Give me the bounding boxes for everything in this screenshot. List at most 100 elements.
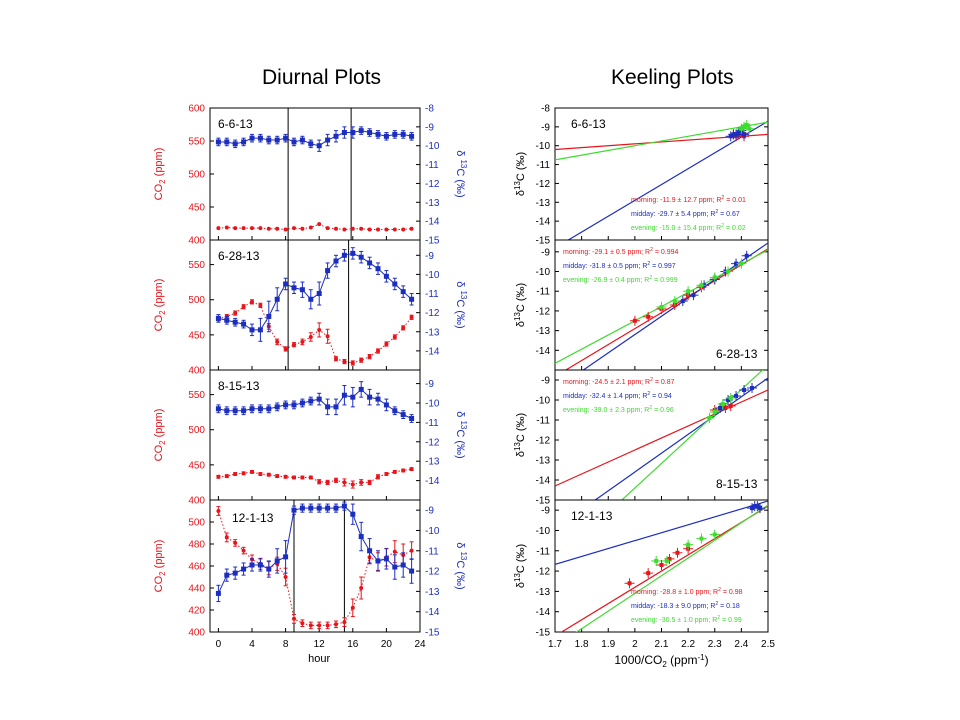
data-point-d13C (333, 258, 339, 264)
data-point-d13C (308, 141, 314, 147)
data-point-d13C (224, 408, 230, 414)
data-point-d13C (274, 404, 280, 410)
data-point-d13C (367, 130, 373, 136)
data-point-d13C (299, 400, 305, 406)
data-point (734, 132, 739, 137)
data-point (659, 304, 664, 309)
series-line-CO2 (218, 301, 412, 364)
r2-value: = 0.02 (724, 225, 746, 232)
data-point (750, 386, 755, 390)
fit-legend-morning: morning: -28.8 ± 1.0 ppm; R2 = 0.98 (631, 587, 743, 596)
fit-lines (555, 242, 768, 370)
data-point-CO2 (392, 227, 397, 232)
data-point-d13C (392, 131, 398, 137)
data-point-CO2 (401, 325, 406, 330)
right-tick-label: -14 (425, 476, 440, 487)
data-point-CO2 (233, 226, 238, 231)
superscript: 2 (649, 405, 652, 411)
fit-lines (555, 119, 768, 240)
data-point-CO2 (216, 474, 221, 479)
data-point-CO2 (233, 540, 238, 545)
data-point-CO2 (224, 474, 229, 479)
right-tick-label: -15 (425, 628, 440, 639)
data-point-CO2 (300, 621, 305, 626)
data-point-CO2 (409, 548, 414, 553)
data-point-CO2 (266, 472, 271, 477)
data-point-CO2 (250, 469, 254, 474)
data-point-CO2 (359, 358, 364, 363)
fit-lines (555, 500, 768, 632)
data-point-d13C (291, 507, 297, 513)
data-point-d13C (308, 505, 314, 511)
superscript: 13 (513, 181, 522, 190)
superscript: 13 (513, 312, 522, 321)
data-point-CO2 (359, 480, 364, 485)
fit-line-midday (582, 242, 768, 370)
data-point-d13C (383, 556, 389, 562)
superscript: 13 (459, 159, 468, 168)
fit-legend-morning: morning: -11.9 ± 12.7 ppm; R2 = 0.01 (631, 195, 746, 204)
data-point-d13C (375, 131, 381, 137)
y-tick-label: -13 (536, 198, 551, 209)
data-point (758, 506, 763, 511)
x-tick-label: 2.2 (681, 639, 695, 650)
data-point-CO2 (317, 222, 322, 227)
r2-value: = 0.994 (653, 249, 679, 256)
r2-value: = 0.997 (650, 263, 676, 270)
superscript: 13 (459, 290, 468, 299)
data-point (728, 404, 733, 408)
panel-date-label: 12-1-13 (571, 509, 613, 523)
fit-legend-evening: evening: -30.5 ± 1.0 ppm; R2 = 0.99 (631, 615, 742, 624)
data-point-d13C (358, 386, 364, 392)
data-point (712, 532, 717, 537)
data-point-CO2 (224, 225, 229, 230)
panel-date-label: 6-6-13 (571, 117, 606, 131)
superscript: 13 (459, 551, 468, 560)
x-tick-label: 8 (283, 639, 289, 650)
data-point-d13C (341, 130, 347, 136)
right-tick-label: -11 (425, 289, 439, 300)
data-point-CO2 (241, 304, 246, 309)
y-tick-label: -12 (536, 436, 551, 447)
data-point-CO2 (308, 623, 313, 628)
y-tick-label: -11 (536, 416, 550, 427)
data-point (726, 398, 731, 402)
data-point-CO2 (308, 334, 313, 339)
data-point-d13C (274, 558, 280, 564)
data-point-CO2 (258, 303, 263, 308)
data-point-d13C (291, 139, 297, 145)
data-point-CO2 (325, 480, 330, 485)
keeling-panel-8-15-13: -15 -14 -13 -12 -11 -10 -9 δ13C (‰) 8-15-13 morni… (513, 369, 769, 507)
data-point (707, 416, 712, 420)
data-point-CO2 (241, 471, 246, 476)
unit: C (‰) (454, 299, 466, 328)
data-point (691, 293, 696, 298)
data-point-d13C (249, 562, 255, 568)
r2-value: = 0.18 (718, 603, 740, 610)
data-point-d13C (350, 394, 356, 400)
data-point-d13C (257, 135, 263, 141)
series-line-CO2 (217, 510, 412, 626)
data-point-d13C (266, 137, 272, 143)
data-point (712, 275, 717, 280)
data-point-CO2 (317, 479, 322, 484)
data-point-CO2 (409, 226, 414, 231)
fit-legend-evening: evening: -15.0 ± 15.4 ppm; R2 = 0.02 (631, 223, 746, 232)
data-point-d13C (266, 566, 272, 572)
unit: C (‰) (515, 413, 527, 442)
y-axis-title: δ13C (‰) (513, 283, 527, 327)
data-point-CO2 (233, 311, 238, 316)
y-tick-label: -10 (536, 396, 551, 407)
left-tick-label: 600 (188, 104, 205, 115)
data-point-CO2 (308, 225, 313, 230)
data-point (672, 299, 677, 304)
y-tick-label: -13 (536, 326, 551, 337)
data-point-d13C (316, 143, 322, 149)
y-tick-label: -12 (536, 179, 551, 190)
data-point-d13C (350, 130, 356, 136)
x-tick-label: 24 (414, 639, 426, 650)
panel-date-label: 6-28-13 (716, 347, 758, 361)
data-point-d13C (409, 296, 415, 302)
data-point-d13C (274, 296, 280, 302)
data-point-CO2 (384, 342, 389, 346)
